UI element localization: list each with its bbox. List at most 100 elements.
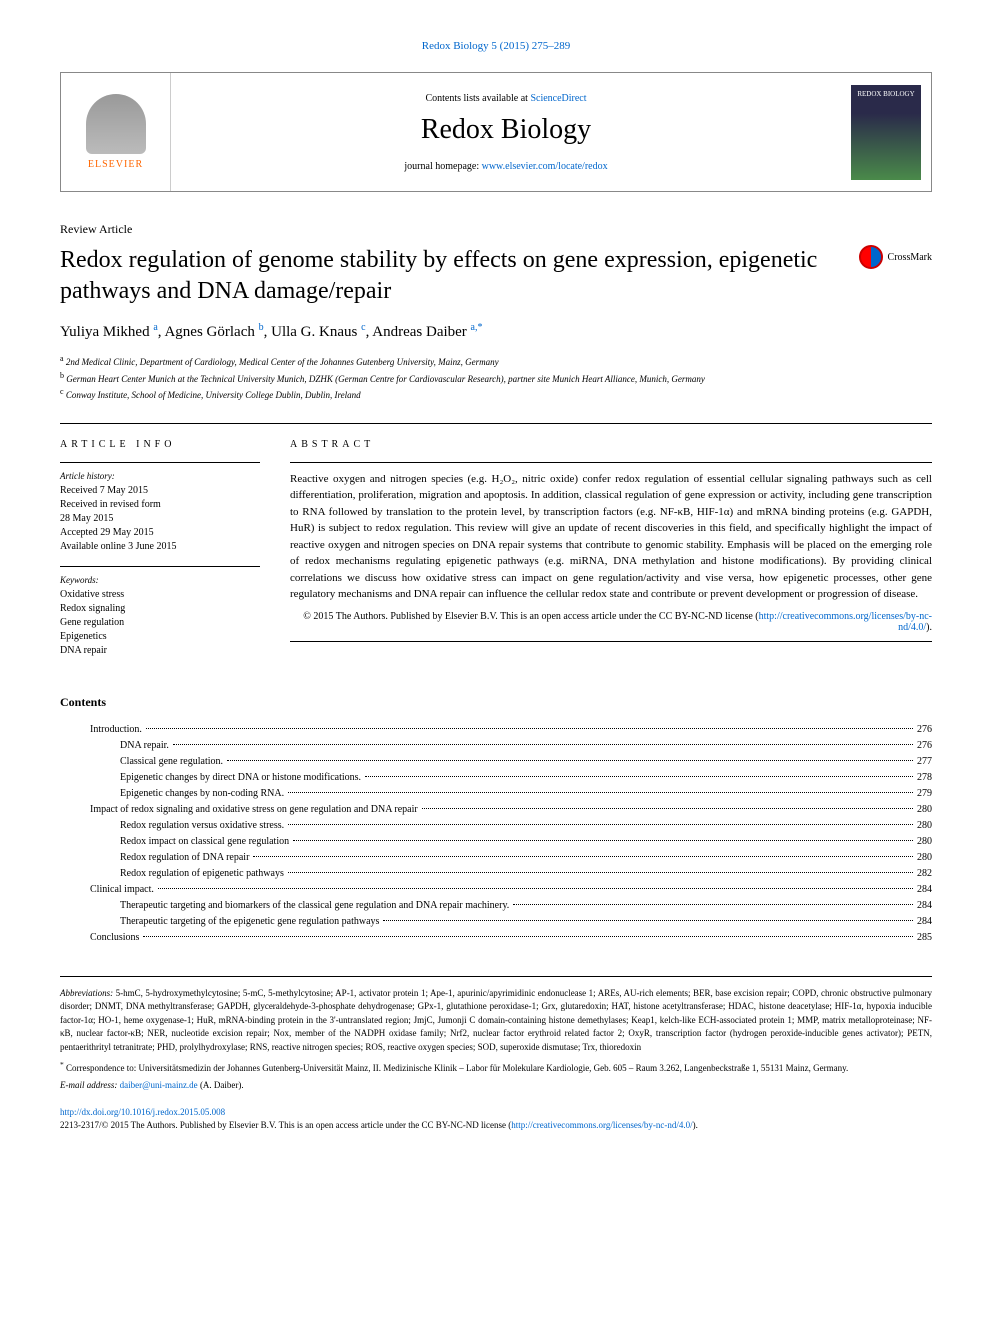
article-info: ARTICLE INFO Article history: Received 7…	[60, 439, 260, 670]
author-4-sup: a,*	[471, 322, 483, 333]
history-label: Article history:	[60, 471, 260, 481]
affiliations: a 2nd Medical Clinic, Department of Card…	[60, 353, 932, 403]
contents-available: Contents lists available at ScienceDirec…	[425, 93, 586, 104]
info-abstract-row: ARTICLE INFO Article history: Received 7…	[60, 439, 932, 670]
author-1: Yuliya Mikhed	[60, 324, 150, 340]
toc-dots	[288, 872, 913, 873]
toc-dots	[513, 904, 913, 905]
affiliation-a: 2nd Medical Clinic, Department of Cardio…	[66, 357, 499, 367]
copyright-suffix: ).	[693, 1120, 698, 1130]
crossmark-label: CrossMark	[888, 252, 932, 263]
toc-page: 277	[917, 754, 932, 770]
abstract-heading: ABSTRACT	[290, 439, 932, 450]
crossmark-badge[interactable]: CrossMark	[859, 245, 932, 269]
homepage-link[interactable]: www.elsevier.com/locate/redox	[482, 161, 608, 172]
toc-page: 280	[917, 850, 932, 866]
toc-item: Clinical impact. 284	[60, 882, 932, 898]
toc-page: 282	[917, 866, 932, 882]
toc-dots	[173, 744, 913, 745]
journal-cover: REDOX BIOLOGY	[841, 73, 931, 191]
toc-label: Redox regulation of epigenetic pathways	[120, 866, 284, 882]
corr-marker: *	[60, 1060, 64, 1069]
keywords-text: Oxidative stress Redox signaling Gene re…	[60, 588, 260, 658]
license-link[interactable]: http://creativecommons.org/licenses/by-n…	[759, 611, 932, 633]
abstract-section: ABSTRACT Reactive oxygen and nitrogen sp…	[290, 439, 932, 670]
toc-page: 284	[917, 898, 932, 914]
toc-label: Epigenetic changes by non-coding RNA.	[120, 786, 284, 802]
crossmark-icon	[859, 245, 883, 269]
email-link[interactable]: daiber@uni-mainz.de	[120, 1080, 198, 1090]
author-2-sup: b	[259, 322, 264, 333]
toc-dots	[293, 840, 913, 841]
toc-item: Impact of redox signaling and oxidative …	[60, 802, 932, 818]
corr-text: Correspondence to: Universitätsmedizin d…	[66, 1063, 848, 1073]
toc-page: 280	[917, 802, 932, 818]
contents-prefix: Contents lists available at	[425, 93, 530, 104]
contents-heading: Contents	[60, 695, 932, 710]
info-heading: ARTICLE INFO	[60, 439, 260, 450]
toc-page: 285	[917, 930, 932, 946]
author-4: Andreas Daiber	[372, 324, 467, 340]
toc-label: Therapeutic targeting of the epigenetic …	[120, 914, 379, 930]
toc-item: Therapeutic targeting and biomarkers of …	[60, 898, 932, 914]
toc-item: Epigenetic changes by direct DNA or hist…	[60, 770, 932, 786]
homepage-prefix: journal homepage:	[404, 161, 481, 172]
toc-label: DNA repair.	[120, 738, 169, 754]
toc-item: Introduction. 276	[60, 722, 932, 738]
toc-label: Classical gene regulation.	[120, 754, 223, 770]
toc-label: Redox regulation of DNA repair	[120, 850, 249, 866]
toc-item: Conclusions 285	[60, 930, 932, 946]
abstract-text: Reactive oxygen and nitrogen species (e.…	[290, 471, 932, 603]
correspondence: * Correspondence to: Universitätsmedizin…	[60, 1059, 932, 1076]
email-line: E-mail address: daiber@uni-mainz.de (A. …	[60, 1079, 932, 1093]
copyright-link[interactable]: http://creativecommons.org/licenses/by-n…	[511, 1120, 692, 1130]
license-prefix: © 2015 The Authors. Published by Elsevie…	[303, 611, 758, 622]
toc-dots	[383, 920, 913, 921]
abbreviations: Abbreviations: 5-hmC, 5-hydroxymethylcyt…	[60, 987, 932, 1055]
footnotes: Abbreviations: 5-hmC, 5-hydroxymethylcyt…	[60, 976, 932, 1093]
keywords-label: Keywords:	[60, 575, 260, 585]
toc-page: 284	[917, 914, 932, 930]
toc-item: Redox regulation versus oxidative stress…	[60, 818, 932, 834]
citation-header: Redox Biology 5 (2015) 275–289	[60, 40, 932, 52]
author-3-sup: c	[361, 322, 365, 333]
elsevier-label: ELSEVIER	[88, 159, 143, 170]
sciencedirect-link[interactable]: ScienceDirect	[530, 93, 586, 104]
toc-label: Clinical impact.	[90, 882, 154, 898]
toc-page: 280	[917, 834, 932, 850]
journal-name: Redox Biology	[421, 114, 591, 146]
authors: Yuliya Mikhed a, Agnes Görlach b, Ulla G…	[60, 322, 932, 341]
elsevier-logo: ELSEVIER	[61, 73, 171, 191]
toc-dots	[288, 824, 913, 825]
toc-item: Epigenetic changes by non-coding RNA. 279	[60, 786, 932, 802]
toc-label: Redox regulation versus oxidative stress…	[120, 818, 284, 834]
elsevier-tree-icon	[86, 94, 146, 154]
toc-item: Therapeutic targeting of the epigenetic …	[60, 914, 932, 930]
email-label: E-mail address:	[60, 1080, 117, 1090]
bottom-copyright: 2213-2317/© 2015 The Authors. Published …	[60, 1120, 932, 1130]
toc-item: Redox regulation of DNA repair 280	[60, 850, 932, 866]
toc-label: Introduction.	[90, 722, 142, 738]
author-1-sup: a	[153, 322, 157, 333]
toc-dots	[158, 888, 913, 889]
cover-thumbnail: REDOX BIOLOGY	[851, 85, 921, 180]
page: Redox Biology 5 (2015) 275–289 ELSEVIER …	[0, 0, 992, 1170]
toc-label: Epigenetic changes by direct DNA or hist…	[120, 770, 361, 786]
toc-dots	[143, 936, 913, 937]
history-text: Received 7 May 2015 Received in revised …	[60, 484, 260, 554]
affiliation-c: Conway Institute, School of Medicine, Un…	[66, 390, 361, 400]
abbrev-text: 5-hmC, 5-hydroxymethylcytosine; 5-mC, 5-…	[60, 988, 932, 1052]
doi-link[interactable]: http://dx.doi.org/10.1016/j.redox.2015.0…	[60, 1107, 932, 1117]
toc-page: 279	[917, 786, 932, 802]
toc-item: DNA repair.276	[60, 738, 932, 754]
journal-homepage: journal homepage: www.elsevier.com/locat…	[404, 161, 607, 172]
toc-label: Conclusions	[90, 930, 139, 946]
toc-dots	[422, 808, 913, 809]
toc-page: 284	[917, 882, 932, 898]
toc-label: Impact of redox signaling and oxidative …	[90, 802, 418, 818]
title-row: Redox regulation of genome stability by …	[60, 245, 932, 307]
toc-dots	[227, 760, 913, 761]
author-2: Agnes Görlach	[164, 324, 254, 340]
toc-item: Redox impact on classical gene regulatio…	[60, 834, 932, 850]
toc-page: 276	[917, 722, 932, 738]
